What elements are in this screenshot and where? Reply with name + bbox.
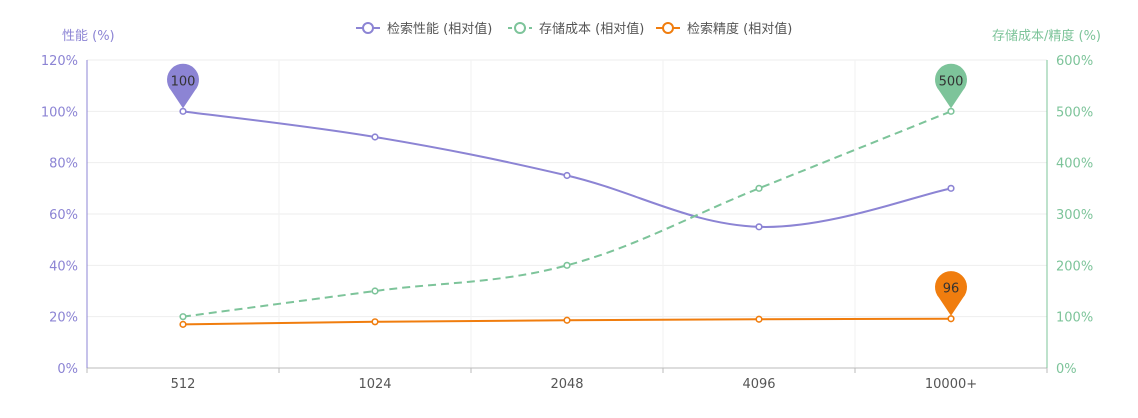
left-tick-label: 60% [49,208,78,223]
data-point[interactable] [371,287,379,295]
data-point[interactable] [947,107,955,115]
legend[interactable]: 检索性能 (相对值) 存储成本 (相对值) 检索精度 (相对值) [356,21,792,37]
data-point[interactable] [563,261,571,269]
marker-pin-shape [934,63,967,109]
legend-label: 检索性能 (相对值) [387,21,492,37]
left-tick-label: 100% [41,105,78,120]
right-tick-label: 400% [1056,157,1093,172]
marker-pin: 96 [934,271,967,316]
legend-label: 检索精度 (相对值) [687,21,792,37]
marker-pin: 100 [167,63,199,109]
right-axis-title: 存储成本/精度 (%) [992,28,1101,44]
right-tick-label: 300% [1056,208,1093,223]
legend-swatch-dot [514,22,526,34]
legend-item-2[interactable]: 检索精度 (相对值) [656,21,792,37]
marker-pin-label: 500 [939,74,964,89]
left-tick-label: 120% [41,54,78,69]
right-tick-label: 0% [1056,362,1077,377]
data-point[interactable] [563,171,571,180]
data-point[interactable] [755,184,763,192]
data-point[interactable] [947,184,955,192]
marker-pin-label: 96 [943,282,960,297]
marker-pin-shape [167,63,199,109]
series-lines [179,107,955,328]
legend-swatch-dot [662,22,674,34]
marker-pin-label: 100 [171,74,196,89]
x-tick-label: 10000+ [925,377,977,392]
right-tick-label: 200% [1056,259,1093,274]
legend-swatch-dot [362,22,374,34]
left-axis-title: 性能 (%) [62,29,115,44]
data-point[interactable] [755,315,763,323]
axes: 0% 0% 20% 100% 40% 200% 60% 300% 80% 400% 100% 500%… [41,54,1093,392]
left-tick-label: 80% [49,157,78,172]
x-tick-label: 4096 [742,377,775,392]
data-point[interactable] [371,133,379,141]
data-point[interactable] [179,320,187,328]
right-tick-label: 500% [1056,105,1093,120]
legend-item-1[interactable]: 存储成本 (相对值) [508,21,644,37]
series-line-0 [182,110,952,228]
right-tick-label: 600% [1056,54,1093,69]
x-tick-label: 2048 [550,377,583,392]
series-line-1 [182,110,952,318]
data-point[interactable] [563,316,571,324]
left-tick-label: 40% [49,259,78,274]
legend-label: 存储成本 (相对值) [539,21,644,37]
data-point[interactable] [947,315,955,323]
marker-pin-shape [934,271,967,316]
x-tick-label: 1024 [358,377,391,392]
data-point[interactable] [179,313,187,321]
marker-labels: 100 500 96 [167,63,967,316]
data-point[interactable] [755,223,763,231]
marker-pin: 500 [934,63,967,109]
left-tick-label: 20% [49,311,78,326]
right-tick-label: 100% [1056,311,1093,326]
left-tick-label: 0% [57,362,78,377]
x-tick-label: 512 [171,377,196,392]
legend-item-0[interactable]: 检索性能 (相对值) [356,21,492,37]
data-point[interactable] [179,107,187,115]
data-point[interactable] [371,318,379,326]
